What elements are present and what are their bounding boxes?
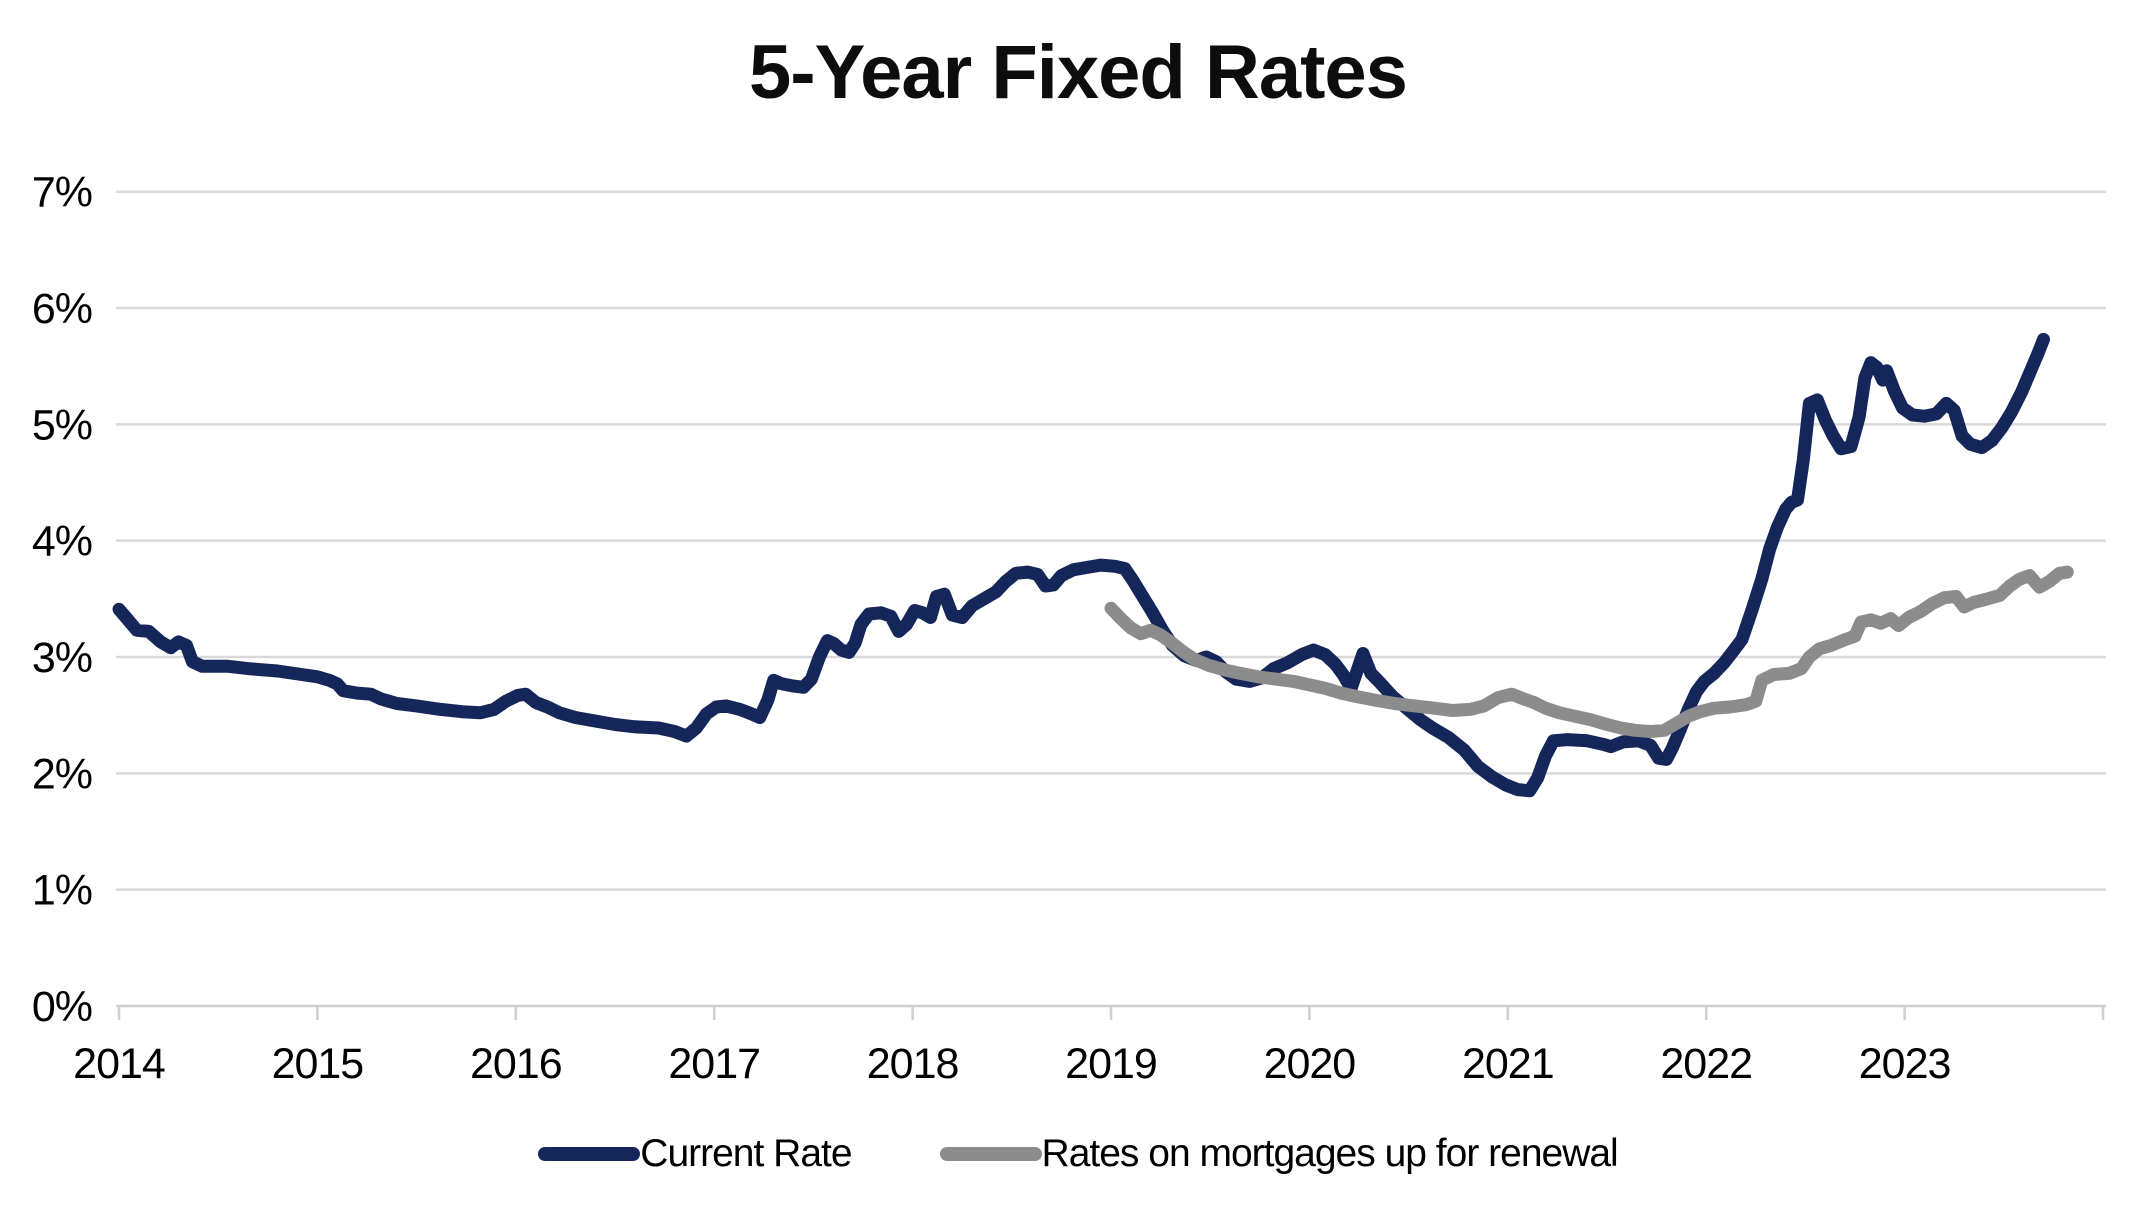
x-tick-label: 2017 [668,1040,760,1088]
y-tick-label: 2% [32,750,92,798]
renewal-rate-line [1104,565,2074,738]
data-series [112,332,2074,798]
x-tick-label: 2020 [1264,1040,1356,1088]
chart-legend: Current Rate Rates on mortgages up for r… [0,1132,2156,1176]
legend-item-renewal-rate: Rates on mortgages up for renewal [939,1132,1619,1176]
x-tick-label: 2015 [272,1040,364,1088]
y-tick-label: 7% [32,169,92,217]
y-tick-label: 0% [32,983,92,1031]
x-tick-label: 2016 [470,1040,562,1088]
legend-label: Current Rate [640,1132,852,1175]
chart-title: 5-Year Fixed Rates [749,30,1407,115]
current-rate-line [112,332,2050,798]
y-tick-label: 1% [32,867,92,915]
legend-label: Rates on mortgages up for renewal [1041,1132,1619,1175]
x-tick-label: 2023 [1859,1040,1951,1088]
y-tick-label: 3% [32,634,92,682]
axis-ticks [117,1006,2105,1020]
legend-item-current-rate: Current Rate [538,1132,853,1176]
y-tick-label: 4% [32,518,92,566]
renewal-rate-swatch-icon [939,1147,1042,1161]
y-tick-label: 6% [32,285,92,333]
x-tick-label: 2018 [867,1040,959,1088]
current-rate-swatch-icon [538,1147,641,1161]
x-tick-label: 2021 [1462,1040,1554,1088]
gridlines [116,190,2106,1008]
x-tick-label: 2019 [1065,1040,1157,1088]
y-tick-label: 5% [32,401,92,449]
x-axis-labels: 2014 2015 2016 2017 2018 2019 2020 2021 … [73,1040,1951,1088]
x-tick-label: 2014 [73,1040,165,1088]
y-axis-labels: 0% 1% 2% 3% 4% 5% 6% 7% [32,169,93,1031]
x-tick-label: 2022 [1660,1040,1752,1088]
